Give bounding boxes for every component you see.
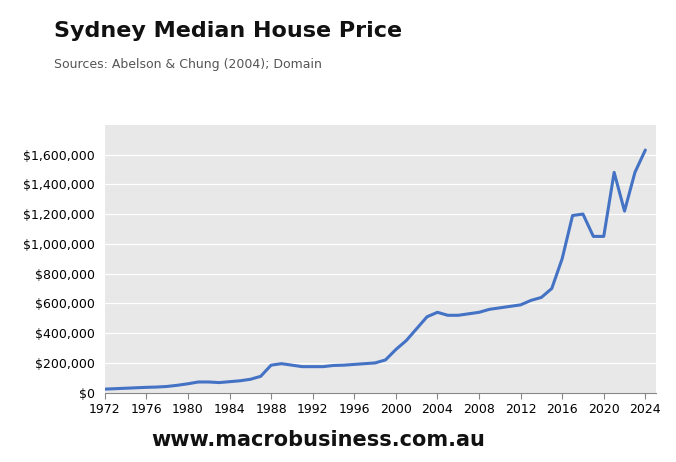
Text: Sydney Median House Price: Sydney Median House Price (54, 21, 402, 41)
Text: MACRO: MACRO (536, 32, 617, 51)
Text: www.macrobusiness.com.au: www.macrobusiness.com.au (151, 431, 485, 450)
Text: BUSINESS: BUSINESS (539, 64, 613, 77)
Text: Sources: Abelson & Chung (2004); Domain: Sources: Abelson & Chung (2004); Domain (54, 58, 322, 71)
